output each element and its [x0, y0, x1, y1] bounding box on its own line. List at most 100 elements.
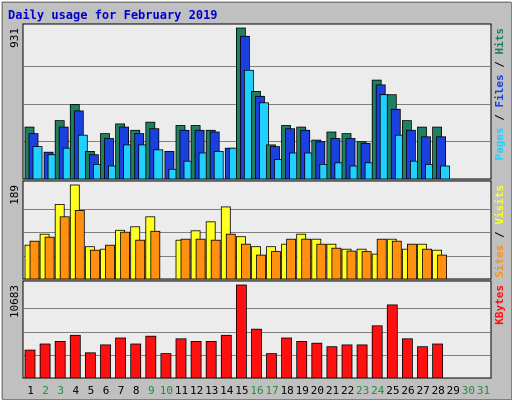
bar-sites — [422, 248, 432, 280]
bar-pages — [213, 150, 224, 180]
bar-kbytes — [341, 344, 353, 379]
legend-entry: Files — [493, 74, 506, 107]
bar-sites — [135, 239, 146, 280]
day-label: 3 — [57, 384, 64, 397]
day-label: 16 — [250, 384, 263, 397]
bar-sites — [256, 254, 266, 280]
y-max-label: 10683 — [8, 285, 21, 318]
bar-pages — [440, 165, 451, 180]
bar-kbytes — [145, 335, 157, 379]
legend-entry: Hits — [493, 28, 506, 55]
bar-kbytes — [115, 337, 126, 379]
day-label: 26 — [401, 384, 414, 397]
legend-entry: / — [493, 108, 506, 128]
bar-sites — [180, 238, 191, 280]
bar-kbytes — [296, 340, 308, 379]
bar-kbytes — [39, 343, 51, 379]
bar-sites — [105, 244, 115, 280]
day-label: 29 — [447, 384, 460, 397]
day-label: 27 — [416, 384, 429, 397]
day-label: 18 — [281, 384, 294, 397]
bar-kbytes — [401, 338, 413, 379]
bar-sites — [331, 247, 342, 280]
day-label: 6 — [103, 384, 110, 397]
bar-sites — [225, 233, 236, 280]
bar-kbytes — [356, 344, 368, 379]
day-label: 17 — [265, 384, 278, 397]
bar-sites — [29, 240, 40, 280]
day-label: 9 — [148, 384, 155, 397]
legend: Pages / Files / Hits — [493, 28, 506, 161]
legend: KBytes — [493, 285, 506, 325]
panel-hits-files-pages: 931 Pages / Files / Hits — [8, 23, 506, 180]
day-label: 11 — [175, 384, 188, 397]
day-label: 25 — [386, 384, 399, 397]
bar-kbytes — [54, 340, 66, 379]
bar-kbytes — [371, 325, 383, 379]
bar-kbytes — [205, 340, 217, 379]
legend-entry: / — [493, 225, 506, 245]
legend: Sites / Visits — [493, 185, 506, 278]
bar-kbytes — [85, 352, 96, 379]
bar-sites — [316, 243, 327, 280]
legend-entry: Sites — [493, 245, 506, 278]
legend-entry: / — [493, 55, 506, 75]
day-label: 15 — [235, 384, 248, 397]
bar-sites — [150, 230, 161, 280]
bar-kbytes — [220, 334, 232, 379]
day-label: 20 — [311, 384, 324, 397]
bar-kbytes — [281, 337, 293, 379]
day-label: 12 — [190, 384, 203, 397]
bar-kbytes — [326, 346, 338, 379]
bar-sites — [301, 238, 312, 280]
day-label: 7 — [118, 384, 125, 397]
y-max-label: 931 — [8, 28, 21, 48]
day-label: 23 — [356, 384, 369, 397]
bar-kbytes — [235, 284, 247, 379]
day-label: 19 — [296, 384, 309, 397]
day-label: 21 — [326, 384, 339, 397]
bar-kbytes — [190, 340, 202, 379]
bar-pages — [32, 146, 43, 180]
day-label: 22 — [341, 384, 354, 397]
day-label: 10 — [160, 384, 173, 397]
bar-sites — [120, 231, 130, 280]
day-label: 28 — [432, 384, 445, 397]
bar-sites — [90, 249, 100, 280]
legend-entry: KBytes — [493, 285, 506, 325]
day-label: 14 — [220, 384, 234, 397]
bar-kbytes — [266, 353, 277, 379]
chart-title: Daily usage for February 2019 — [8, 8, 218, 22]
bar-sites — [376, 238, 387, 280]
day-label: 2 — [42, 384, 49, 397]
day-label: 31 — [477, 384, 490, 397]
bar-sites — [406, 243, 417, 280]
bar-sites — [74, 209, 85, 280]
y-max-label: 189 — [8, 185, 21, 205]
bar-kbytes — [386, 304, 398, 379]
bar-sites — [286, 238, 297, 280]
bar-sites — [59, 216, 70, 280]
bar-sites — [44, 236, 55, 280]
bar-sites — [210, 239, 221, 280]
day-label: 13 — [205, 384, 218, 397]
chart-panels: 931 Pages / Files / Hits 189 Sites / Visits… — [8, 23, 506, 379]
panel-kbytes: 10683 KBytes — [8, 280, 506, 379]
bar-kbytes — [24, 349, 36, 379]
legend-entry: Pages — [493, 127, 506, 160]
day-label: 5 — [88, 384, 95, 397]
panel-visits-sites: 189 Sites / Visits — [8, 180, 506, 280]
day-label: 4 — [72, 384, 79, 397]
bar-sites — [361, 251, 372, 280]
day-label: 24 — [371, 384, 385, 397]
bar-sites — [195, 238, 206, 280]
bar-pages — [259, 102, 269, 180]
bar-kbytes — [251, 328, 262, 379]
bar-sites — [437, 254, 448, 280]
bar-kbytes — [432, 343, 444, 379]
bar-sites — [391, 240, 402, 280]
bar-kbytes — [417, 346, 428, 379]
bar-pages — [153, 149, 164, 180]
